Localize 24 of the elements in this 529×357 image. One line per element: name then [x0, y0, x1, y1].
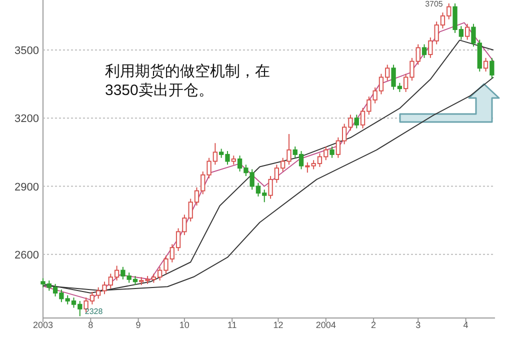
x-tick-label: 4 [463, 320, 468, 330]
x-tick-label: 3 [416, 320, 421, 330]
candlestick [464, 23, 470, 40]
x-tick-label: 2004 [316, 320, 336, 330]
x-tick-label: 2003 [32, 320, 54, 330]
candlestick [422, 44, 427, 58]
x-tick-label: 9 [136, 320, 141, 330]
candlestick [483, 57, 488, 72]
x-tick-label: 12 [273, 320, 284, 330]
x-tick-label: 8 [88, 320, 94, 330]
annotation: 利用期货的做空机制，在3350卖出开仓。 [105, 62, 271, 100]
candlestick [330, 146, 334, 158]
candlestick [490, 57, 494, 79]
x-tick-label: 2 [371, 320, 376, 330]
y-tick-label: 2600 [14, 249, 39, 262]
y-tick-label: 3500 [14, 44, 39, 57]
annotation: 3705 [425, 0, 444, 8]
y-tick-label: 2900 [14, 181, 39, 194]
annotation: 2328 [84, 307, 104, 316]
x-tick-label: 11 [227, 320, 237, 330]
candlestick [231, 155, 236, 166]
x-tick-label: 10 [179, 320, 190, 330]
y-tick-label: 3200 [14, 113, 39, 126]
candlestick [354, 114, 359, 129]
